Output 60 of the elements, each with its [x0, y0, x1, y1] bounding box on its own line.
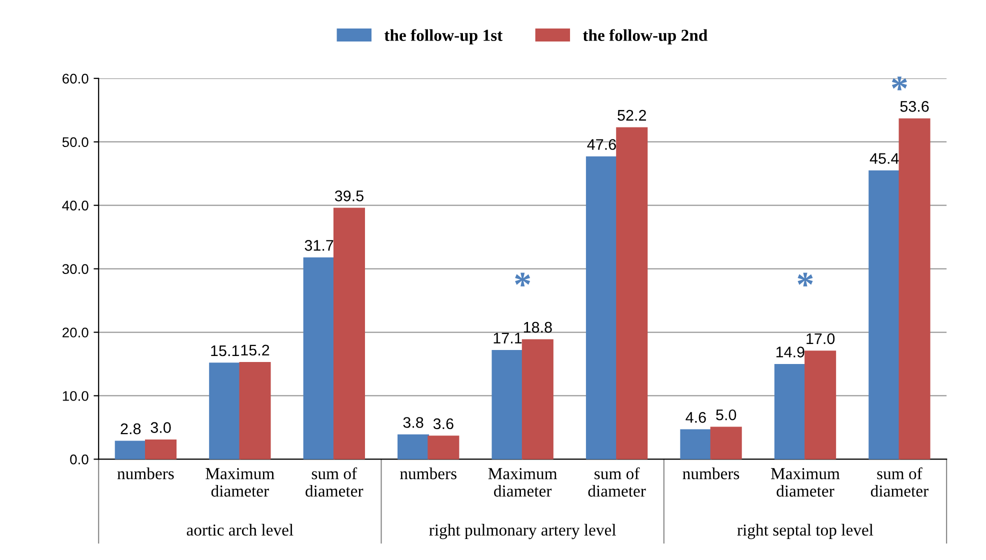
- data-label: 31.7: [304, 240, 334, 251]
- data-label: 45.4: [870, 153, 899, 164]
- data-label: 5.0: [716, 409, 736, 420]
- bar: [586, 156, 618, 460]
- bar: [804, 350, 836, 460]
- x-tick-label: sum of diameter: [588, 467, 646, 497]
- x-tick-label: numbers: [117, 468, 174, 480]
- data-label: 52.2: [618, 110, 646, 121]
- bar: [522, 339, 554, 460]
- bar: [303, 257, 335, 460]
- data-label: 15.2: [241, 344, 270, 356]
- annotation: *: [515, 272, 530, 286]
- x-tick-label: sum of diameter: [306, 467, 364, 497]
- text: aortic arch level: [186, 524, 294, 536]
- bar: [774, 364, 806, 460]
- legend-label: the follow-up 1st: [384, 29, 503, 44]
- bar: [333, 208, 365, 460]
- bar: [145, 439, 177, 460]
- x-tick-label: sum of diameter: [870, 467, 928, 497]
- annotation: *: [892, 76, 907, 90]
- x-tick-label: Maximum diameter: [488, 468, 558, 497]
- data-label: 3.8: [403, 417, 424, 428]
- bar: [898, 118, 930, 460]
- bar: [680, 429, 712, 460]
- y-tick-label: 30.0: [62, 264, 88, 274]
- data-label: 47.6: [587, 139, 616, 150]
- y-tick-label: 0.0: [70, 454, 88, 464]
- data-label: 18.8: [524, 322, 552, 333]
- bar: [239, 362, 271, 460]
- text: right pulmonary artery level: [429, 524, 616, 540]
- data-label: 53.6: [900, 101, 929, 112]
- data-label: 4.6: [686, 412, 706, 423]
- data-label: 14.9: [776, 346, 804, 358]
- x-tick-label: numbers: [400, 468, 456, 480]
- bar: [209, 362, 241, 460]
- bar: [114, 440, 146, 460]
- y-tick-label: 10.0: [62, 391, 88, 401]
- data-label: 17.0: [806, 333, 835, 344]
- x-tick-label: numbers: [682, 468, 740, 480]
- x-tick-label: Maximum diameter: [770, 468, 840, 497]
- y-tick-label: 60.0: [62, 74, 88, 84]
- x-tick-label: Maximum diameter: [206, 468, 274, 497]
- annotation: *: [798, 272, 813, 286]
- bar: [428, 436, 460, 460]
- bar: [710, 426, 742, 460]
- data-label: 2.8: [120, 423, 141, 434]
- y-tick-label: 40.0: [62, 200, 88, 211]
- bar: [868, 170, 900, 460]
- y-tick-label: 50.0: [62, 137, 88, 148]
- data-label: 17.1: [494, 332, 522, 344]
- y-tick-label: 20.0: [62, 328, 88, 338]
- data-label: 3.6: [433, 418, 454, 430]
- bar: [616, 127, 648, 460]
- legend-label: the follow-up 2nd: [582, 29, 708, 44]
- bar: [492, 350, 524, 460]
- data-label: 15.1: [211, 346, 239, 356]
- text: right septal top level: [737, 524, 874, 540]
- data-label: 3.0: [150, 422, 171, 433]
- data-label: 39.5: [334, 190, 364, 202]
- bar: [398, 434, 430, 460]
